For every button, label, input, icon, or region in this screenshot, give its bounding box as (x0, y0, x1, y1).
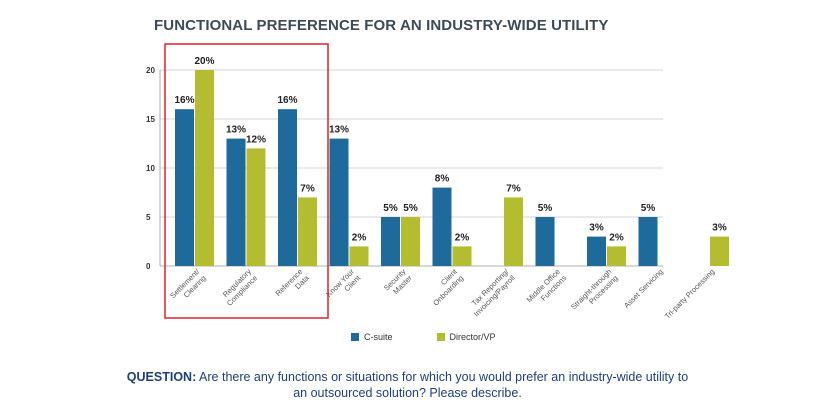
x-tick-label: Know YourClient (324, 266, 363, 305)
x-tick-label-line: Asset Servicing (622, 267, 665, 310)
bar-c-suite (329, 138, 349, 266)
x-tick-label: SecurityMaster (382, 267, 414, 299)
data-label: 3% (589, 223, 604, 234)
legend-label: Director/VP (449, 332, 496, 342)
y-tick-label: 10 (146, 164, 155, 173)
x-tick-label: Middle OfficeFunctions (525, 267, 569, 311)
data-label: 2% (609, 232, 624, 243)
data-label: 16% (174, 95, 194, 106)
x-tick-label: RegulatoryCompliance (219, 267, 260, 308)
legend-swatch (436, 333, 445, 341)
data-label: 20% (194, 56, 214, 67)
data-label: 5% (403, 203, 418, 214)
highlight-box (164, 43, 329, 319)
question-prefix: QUESTION: (126, 370, 197, 384)
bar-c-suite (535, 217, 555, 266)
question-text: QUESTION: Are there any functions or sit… (120, 369, 695, 401)
question-body: Are there any functions or situations fo… (199, 370, 689, 400)
bars (175, 70, 729, 266)
y-tick-label: 20 (146, 66, 155, 75)
data-label: 3% (712, 223, 727, 234)
bar-director-vp (401, 217, 420, 266)
data-labels: 16%20%13%12%16%7%13%2%5% 5%8%2%7%5%3%2%5%… (174, 56, 726, 243)
bar-c-suite (278, 109, 297, 266)
x-tick-label-line: Tri-party Processing (663, 267, 717, 321)
legend-item-director-vp: Director/VP (436, 332, 496, 342)
x-tick-label: ClientOnboarding (425, 266, 466, 307)
bar-director-vp (246, 148, 266, 266)
data-label: 16% (277, 95, 297, 106)
bar-director-vp (710, 236, 729, 266)
x-tick-label: Tri-party Processing (663, 267, 717, 321)
legend-label: C-suite (364, 332, 393, 342)
data-label: 13% (226, 125, 246, 136)
y-tick-label: 15 (146, 115, 155, 124)
data-label: 2% (352, 232, 367, 243)
legend-item-c-suite: C-suite (351, 332, 393, 342)
bar-c-suite (432, 187, 452, 266)
data-label: 13% (329, 125, 349, 136)
x-tick-label: Settlement/Clearing (168, 266, 208, 306)
x-tick-label: Straight-throughProcessing (569, 267, 620, 318)
chart-title: FUNCTIONAL PREFERENCE FOR AN INDUSTRY-WI… (154, 17, 609, 34)
bar-c-suite (175, 109, 194, 266)
data-label: 2% (455, 232, 470, 243)
bar-director-vp (298, 197, 317, 266)
bar-director-vp (607, 246, 626, 266)
x-tick-label: ReferenceData (274, 266, 312, 304)
data-label: 5% (538, 203, 553, 214)
y-tick-label: 5 (146, 213, 151, 222)
bar-c-suite (226, 138, 246, 266)
bar-director-vp (452, 246, 472, 266)
x-tick-label: Asset Servicing (622, 267, 665, 310)
data-label: 8% (435, 174, 450, 185)
y-tick-label: 0 (146, 262, 151, 271)
legend-swatch (351, 333, 359, 341)
bar-director-vp (504, 197, 523, 266)
data-label: 12% (246, 134, 266, 145)
bar-c-suite (638, 217, 658, 266)
data-label: 7% (300, 183, 315, 194)
data-label: 5% (641, 203, 656, 214)
x-tick-label: Tax Reporting/Invoicing/Payroll (465, 266, 517, 318)
bar-director-vp (349, 246, 369, 266)
legend: C-suite Director/VP (351, 332, 496, 342)
data-label: 7% (506, 183, 521, 194)
data-label: 5% (383, 203, 398, 214)
bar-director-vp (195, 70, 214, 266)
bar-c-suite (587, 236, 606, 266)
bar-c-suite (381, 217, 400, 266)
